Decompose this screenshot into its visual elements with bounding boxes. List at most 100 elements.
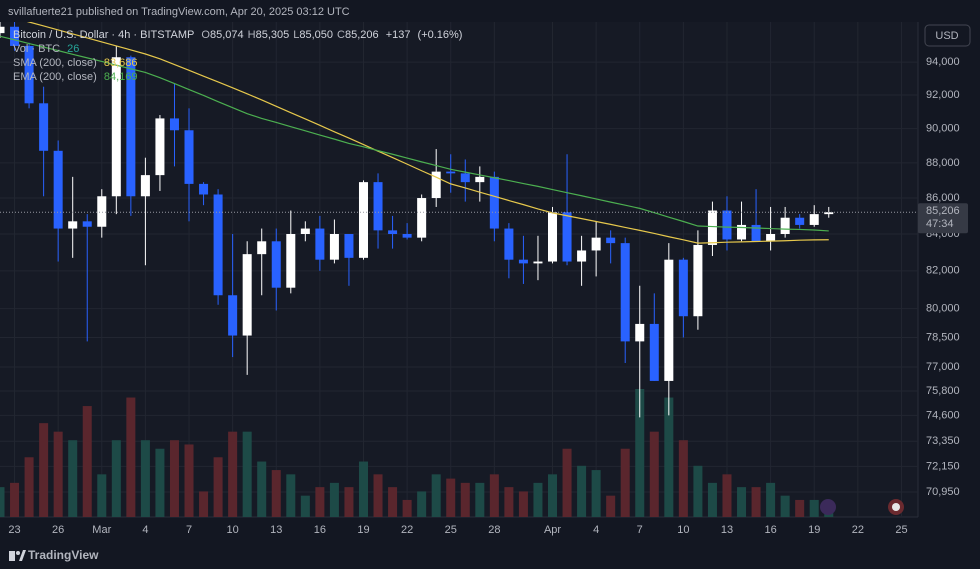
- volume-bar: [766, 482, 776, 517]
- volume-bar: [417, 491, 427, 517]
- candle-body: [780, 217, 790, 235]
- candle-body: [751, 224, 761, 242]
- volume-bar: [126, 397, 136, 517]
- candle-body: [388, 230, 398, 235]
- series-name: SMA (200, close): [13, 57, 97, 69]
- volume-bar: [155, 448, 165, 517]
- x-tick-label: 7: [637, 524, 643, 536]
- volume-bar: [446, 478, 456, 517]
- x-tick-label: Mar: [92, 524, 111, 536]
- volume-bar: [329, 482, 339, 517]
- currency-label[interactable]: USD: [935, 30, 958, 42]
- volume-bar: [373, 474, 383, 517]
- candle-body: [737, 224, 747, 240]
- candle-body: [766, 234, 776, 242]
- candle-body: [358, 182, 368, 258]
- candle-body: [533, 261, 543, 264]
- candle-body: [329, 234, 339, 260]
- legend-row: Bitcoin / U.S. Dollar · 4h · BITSTAMP O8…: [13, 28, 462, 42]
- price-tag-countdown: 47:34: [926, 218, 954, 230]
- candle-body: [489, 176, 499, 229]
- change-pct: (+0.16%): [417, 29, 463, 41]
- candle-body: [722, 210, 732, 240]
- volume-bar: [780, 495, 790, 517]
- y-tick-label: 92,000: [926, 89, 960, 101]
- x-tick-label: 10: [677, 524, 689, 536]
- y-tick-label: 90,000: [926, 122, 960, 134]
- volume-layer: [0, 389, 834, 517]
- volume-bar: [620, 448, 630, 517]
- plot-area: [0, 22, 918, 517]
- volume-bar: [722, 474, 732, 517]
- candle-body: [213, 194, 223, 296]
- legend-row: EMA (200, close) 84,169: [13, 70, 462, 84]
- currency-button[interactable]: [924, 24, 971, 47]
- candle-body: [24, 45, 34, 104]
- series-value: 83,686: [103, 57, 138, 69]
- volume-bar: [257, 461, 267, 517]
- candle-body: [591, 237, 601, 251]
- candle-body: [169, 118, 179, 131]
- price-tag: [918, 203, 968, 234]
- volume-bar: [184, 444, 194, 517]
- candle-body: [402, 234, 412, 238]
- icon[interactable]: [820, 499, 836, 515]
- candle-body: [649, 323, 659, 381]
- volume-bar: [344, 487, 354, 517]
- y-tick-label: 82,000: [926, 265, 960, 277]
- candle-body: [606, 237, 616, 244]
- volume-bar: [140, 440, 150, 517]
- x-tick-label: 13: [270, 524, 282, 536]
- volume-bar: [678, 440, 688, 517]
- brand: TradingView: [28, 548, 99, 562]
- volume-bar: [475, 482, 485, 517]
- series-value: 84,169: [103, 71, 138, 83]
- candle-body: [344, 234, 354, 258]
- line-layer: [0, 22, 918, 244]
- candle-body: [10, 26, 20, 46]
- candle-body: [548, 212, 558, 262]
- candle-body: [475, 176, 485, 183]
- candle-body: [446, 171, 456, 174]
- candle-body: [824, 212, 834, 215]
- x-tick-label: 13: [721, 524, 733, 536]
- candle-body: [257, 241, 267, 255]
- volume-bar: [82, 406, 92, 517]
- ohlc-value: 85,305: [255, 29, 290, 41]
- volume-bar: [431, 474, 441, 517]
- y-tick-label: 73,350: [926, 435, 960, 447]
- series-name: EMA (200, close): [13, 71, 97, 83]
- x-tick-label: 4: [593, 524, 599, 536]
- legend-row: SMA (200, close) 83,686: [13, 56, 462, 70]
- volume-bar: [10, 482, 20, 517]
- volume-bar: [228, 431, 238, 517]
- volume-bar: [533, 482, 543, 517]
- volume-bar: [169, 440, 179, 517]
- y-tick-label: 80,000: [926, 302, 960, 314]
- volume-bar: [518, 491, 528, 517]
- candle-body: [431, 171, 441, 199]
- x-tick-label: 4: [142, 524, 148, 536]
- volume-bar: [606, 495, 616, 517]
- volume-bar: [68, 440, 78, 517]
- candle-body: [53, 150, 63, 229]
- candle-body: [315, 228, 325, 260]
- volume-bar: [199, 491, 209, 517]
- candle-body: [693, 244, 703, 317]
- volume-bar: [286, 474, 296, 517]
- axis-layer: 94,00092,00090,00088,00086,00084,00082,0…: [8, 56, 968, 536]
- candle-body: [373, 182, 383, 231]
- x-tick-label: 25: [895, 524, 907, 536]
- x-tick-label: 25: [445, 524, 457, 536]
- y-tick-label: 72,150: [926, 460, 960, 472]
- x-tick-label: 22: [852, 524, 864, 536]
- x-tick-label: 7: [186, 524, 192, 536]
- grid: [0, 22, 918, 517]
- x-tick-label: 26: [52, 524, 64, 536]
- x-tick-label: 10: [227, 524, 239, 536]
- candle-body: [39, 103, 49, 151]
- y-tick-label: 70,950: [926, 486, 960, 498]
- candle-body: [228, 295, 238, 336]
